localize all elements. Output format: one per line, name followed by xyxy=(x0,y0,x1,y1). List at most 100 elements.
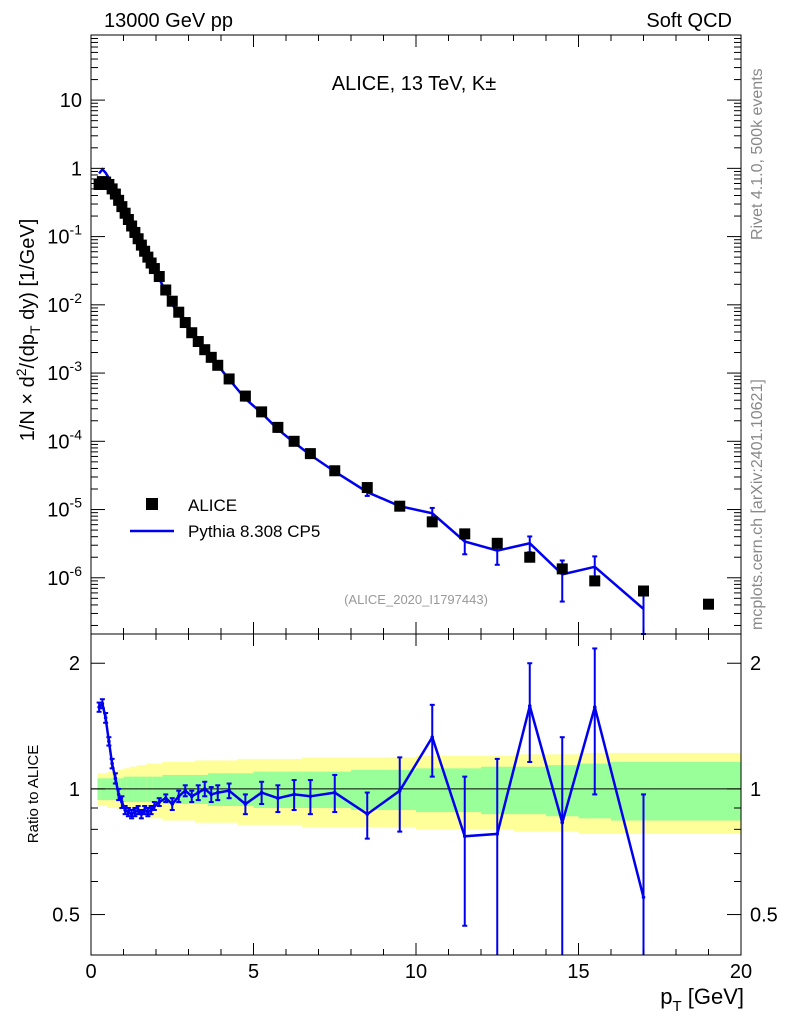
header-right: Soft QCD xyxy=(646,10,732,32)
alice-point xyxy=(113,194,125,206)
ratio-band-inner xyxy=(188,774,196,805)
ratio-point xyxy=(276,796,280,800)
ratio-point xyxy=(176,794,181,799)
alice-point xyxy=(304,448,316,460)
ratio-band-inner xyxy=(162,774,170,805)
ratio-band-inner xyxy=(237,773,254,806)
ratio-point xyxy=(149,808,153,812)
ratio-point xyxy=(196,790,201,795)
alice-point xyxy=(109,188,121,200)
ratio-plot-marks xyxy=(96,647,646,955)
alice-point xyxy=(212,359,224,371)
ratio-point xyxy=(183,788,188,793)
alice-point xyxy=(153,271,165,283)
ratio-point xyxy=(100,701,105,706)
ratio-band-inner xyxy=(513,766,547,815)
alice-point xyxy=(288,435,300,447)
alice-point xyxy=(126,220,138,232)
alice-point xyxy=(173,306,185,318)
alice-point xyxy=(135,239,147,251)
ratio-point xyxy=(495,832,500,836)
ratio-y-tick-label-left: 2 xyxy=(69,653,80,675)
ratio-point xyxy=(592,705,597,709)
rivet-label: Rivet 4.1.0, 500k events xyxy=(749,68,766,240)
alice-point xyxy=(361,482,373,494)
ratio-y-tick-label-right: 1 xyxy=(750,779,761,801)
ratio-point xyxy=(308,794,313,799)
main-y-tick-label: 10-1 xyxy=(47,222,82,249)
alice-point xyxy=(160,284,172,296)
ratio-point xyxy=(133,810,137,814)
ratio-point xyxy=(430,735,435,739)
alice-point xyxy=(556,563,568,575)
alice-point xyxy=(142,251,154,263)
ratio-point xyxy=(243,802,248,806)
alice-point xyxy=(329,465,341,477)
ratio-point xyxy=(103,716,108,720)
ratio-panel: 0.5 0.5 1 1 2 2 0 5 10 15 20 Ratio to ALICE pT [G… xyxy=(25,633,778,1015)
ratio-point xyxy=(157,800,162,804)
alice-point xyxy=(139,245,151,257)
ratio-point xyxy=(113,776,118,781)
ratio-band-inner xyxy=(175,774,183,805)
alice-point xyxy=(491,537,503,549)
ratio-point xyxy=(146,810,150,814)
main-y-tick-label: 10-5 xyxy=(47,495,82,522)
ratio-point xyxy=(152,804,157,808)
x-tick-labels: 0 5 10 15 20 xyxy=(85,961,752,983)
ratio-band-inner xyxy=(676,761,742,821)
main-y-tick-labels: 10-6 10-5 10-4 10-3 10-2 10-1 1 10 xyxy=(47,90,82,590)
ratio-y-axis-title: Ratio to ALICE xyxy=(25,745,42,843)
alice-point xyxy=(199,344,211,356)
ratio-point xyxy=(227,788,231,793)
alice-point xyxy=(205,351,217,363)
main-y-tick-label: 10-2 xyxy=(47,290,82,317)
ratio-point xyxy=(215,790,220,795)
ratio-point xyxy=(641,895,646,900)
x-axis-title: pT [GeV] xyxy=(660,984,744,1015)
legend: ALICE Pythia 8.308 CP5 xyxy=(130,496,320,541)
ratio-point xyxy=(129,812,134,816)
legend-marker-alice xyxy=(146,498,158,510)
ratio-point xyxy=(136,808,140,812)
ratio-point xyxy=(120,800,124,804)
legend-label-pythia: Pythia 8.308 CP5 xyxy=(188,522,320,541)
pythia-line xyxy=(98,167,645,610)
ratio-point xyxy=(560,820,565,825)
alice-point xyxy=(524,551,536,563)
header-left: 13000 GeV pp xyxy=(104,10,233,32)
alice-point xyxy=(186,327,198,339)
alice-point xyxy=(638,585,649,597)
main-plot-marks xyxy=(93,167,714,635)
alice-point xyxy=(148,263,160,275)
svg-text:pT [GeV]: pT [GeV] xyxy=(660,984,744,1015)
main-panel: 10-6 10-5 10-4 10-3 10-2 10-1 1 10 ALICE, 13 Te… xyxy=(13,34,742,635)
main-title: ALICE, 13 TeV, K± xyxy=(332,73,496,95)
ratio-point xyxy=(142,808,147,812)
alice-point xyxy=(589,575,601,587)
main-y-tick-label: 10 xyxy=(60,90,82,112)
x-tick-label: 10 xyxy=(405,961,427,983)
alice-point xyxy=(166,295,178,307)
ratio-point xyxy=(139,812,144,816)
alice-point xyxy=(256,406,268,418)
alice-point xyxy=(129,226,141,238)
ratio-point xyxy=(202,787,207,791)
main-y-tick-label: 1 xyxy=(71,158,82,180)
ratio-point xyxy=(332,790,337,795)
x-tick-label: 0 xyxy=(85,961,96,983)
x-tick-label: 5 xyxy=(248,961,259,983)
alice-point xyxy=(703,598,714,610)
main-axis-ticks xyxy=(90,34,742,634)
alice-point xyxy=(239,390,251,402)
ratio-point xyxy=(462,834,467,839)
ratio-band-inner xyxy=(169,774,176,805)
svg-text:1/N × d2/(dpT dy) [1/GeV]: 1/N × d2/(dpT dy) [1/GeV] xyxy=(13,219,43,442)
analysis-tag: (ALICE_2020_I1797443) xyxy=(344,592,488,607)
alice-point xyxy=(132,233,144,245)
ratio-point xyxy=(116,792,121,797)
ratio-point xyxy=(189,794,194,799)
ratio-y-tick-label-left: 1 xyxy=(69,779,80,801)
ratio-point xyxy=(209,792,214,797)
